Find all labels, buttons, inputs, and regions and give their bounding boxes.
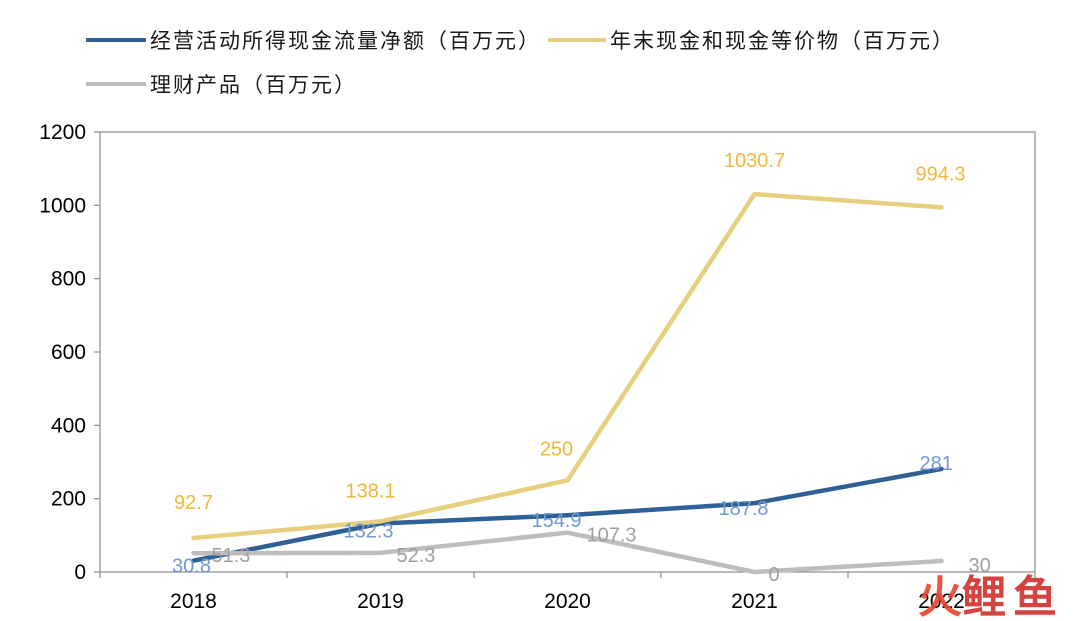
y-tick-label: 1200 [39, 121, 86, 144]
y-tick-label: 200 [51, 488, 86, 511]
x-tick-label: 2022 [918, 590, 965, 613]
plot-frame [99, 131, 1036, 573]
legend-label: 理财产品（百万元） [150, 73, 357, 97]
data-label: 92.7 [174, 492, 213, 514]
watermark-char: 火 [918, 572, 962, 621]
data-label: 0 [769, 564, 780, 586]
legend: 经营活动所得现金流量净额（百万元） 年末现金和现金等价物（百万元） 理财产品（百万元… [86, 29, 955, 97]
data-label: 187.8 [718, 498, 768, 520]
data-label: 107.3 [587, 525, 637, 547]
series-line [191, 466, 944, 563]
data-label: 281 [920, 453, 953, 475]
series-line [191, 191, 944, 541]
data-label: 30.8 [172, 556, 211, 578]
watermark-char: 鱼 [1013, 572, 1057, 621]
data-label: 52.3 [397, 545, 436, 567]
data-label: 994.3 [915, 163, 965, 185]
x-tick-label: 2018 [170, 590, 217, 613]
data-label: 1030.7 [724, 150, 785, 172]
data-label: 132.3 [343, 520, 393, 542]
y-tick-label: 0 [74, 561, 86, 584]
y-tick-label: 1000 [39, 194, 86, 217]
watermark-char: 鲤 [962, 572, 1006, 621]
data-labels: 51.3 52.3 107.3 0 30 92.7 138.1 250 1030.7 994.3 3… [172, 150, 991, 586]
data-label: 30 [969, 555, 991, 577]
legend-label: 年末现金和现金等价物（百万元） [610, 29, 955, 53]
axes: 0 200 400 600 800 1000 1200 2018 2019 2020 2021 202… [39, 121, 1036, 613]
series-line [191, 530, 944, 575]
watermark: 火鲤鱼 [918, 572, 1057, 621]
x-tick-label: 2021 [731, 590, 778, 613]
data-label: 138.1 [345, 480, 395, 502]
y-tick-label: 600 [51, 341, 86, 364]
data-label: 250 [540, 438, 573, 460]
y-tick-label: 800 [51, 268, 86, 291]
x-tick-label: 2019 [357, 590, 404, 613]
legend-label: 经营活动所得现金流量净额（百万元） [150, 29, 541, 53]
data-label: 154.9 [531, 510, 581, 532]
y-tick-label: 400 [51, 414, 86, 437]
series-group [191, 191, 944, 575]
x-tick-label: 2020 [544, 590, 591, 613]
data-label: 51.3 [212, 545, 251, 567]
